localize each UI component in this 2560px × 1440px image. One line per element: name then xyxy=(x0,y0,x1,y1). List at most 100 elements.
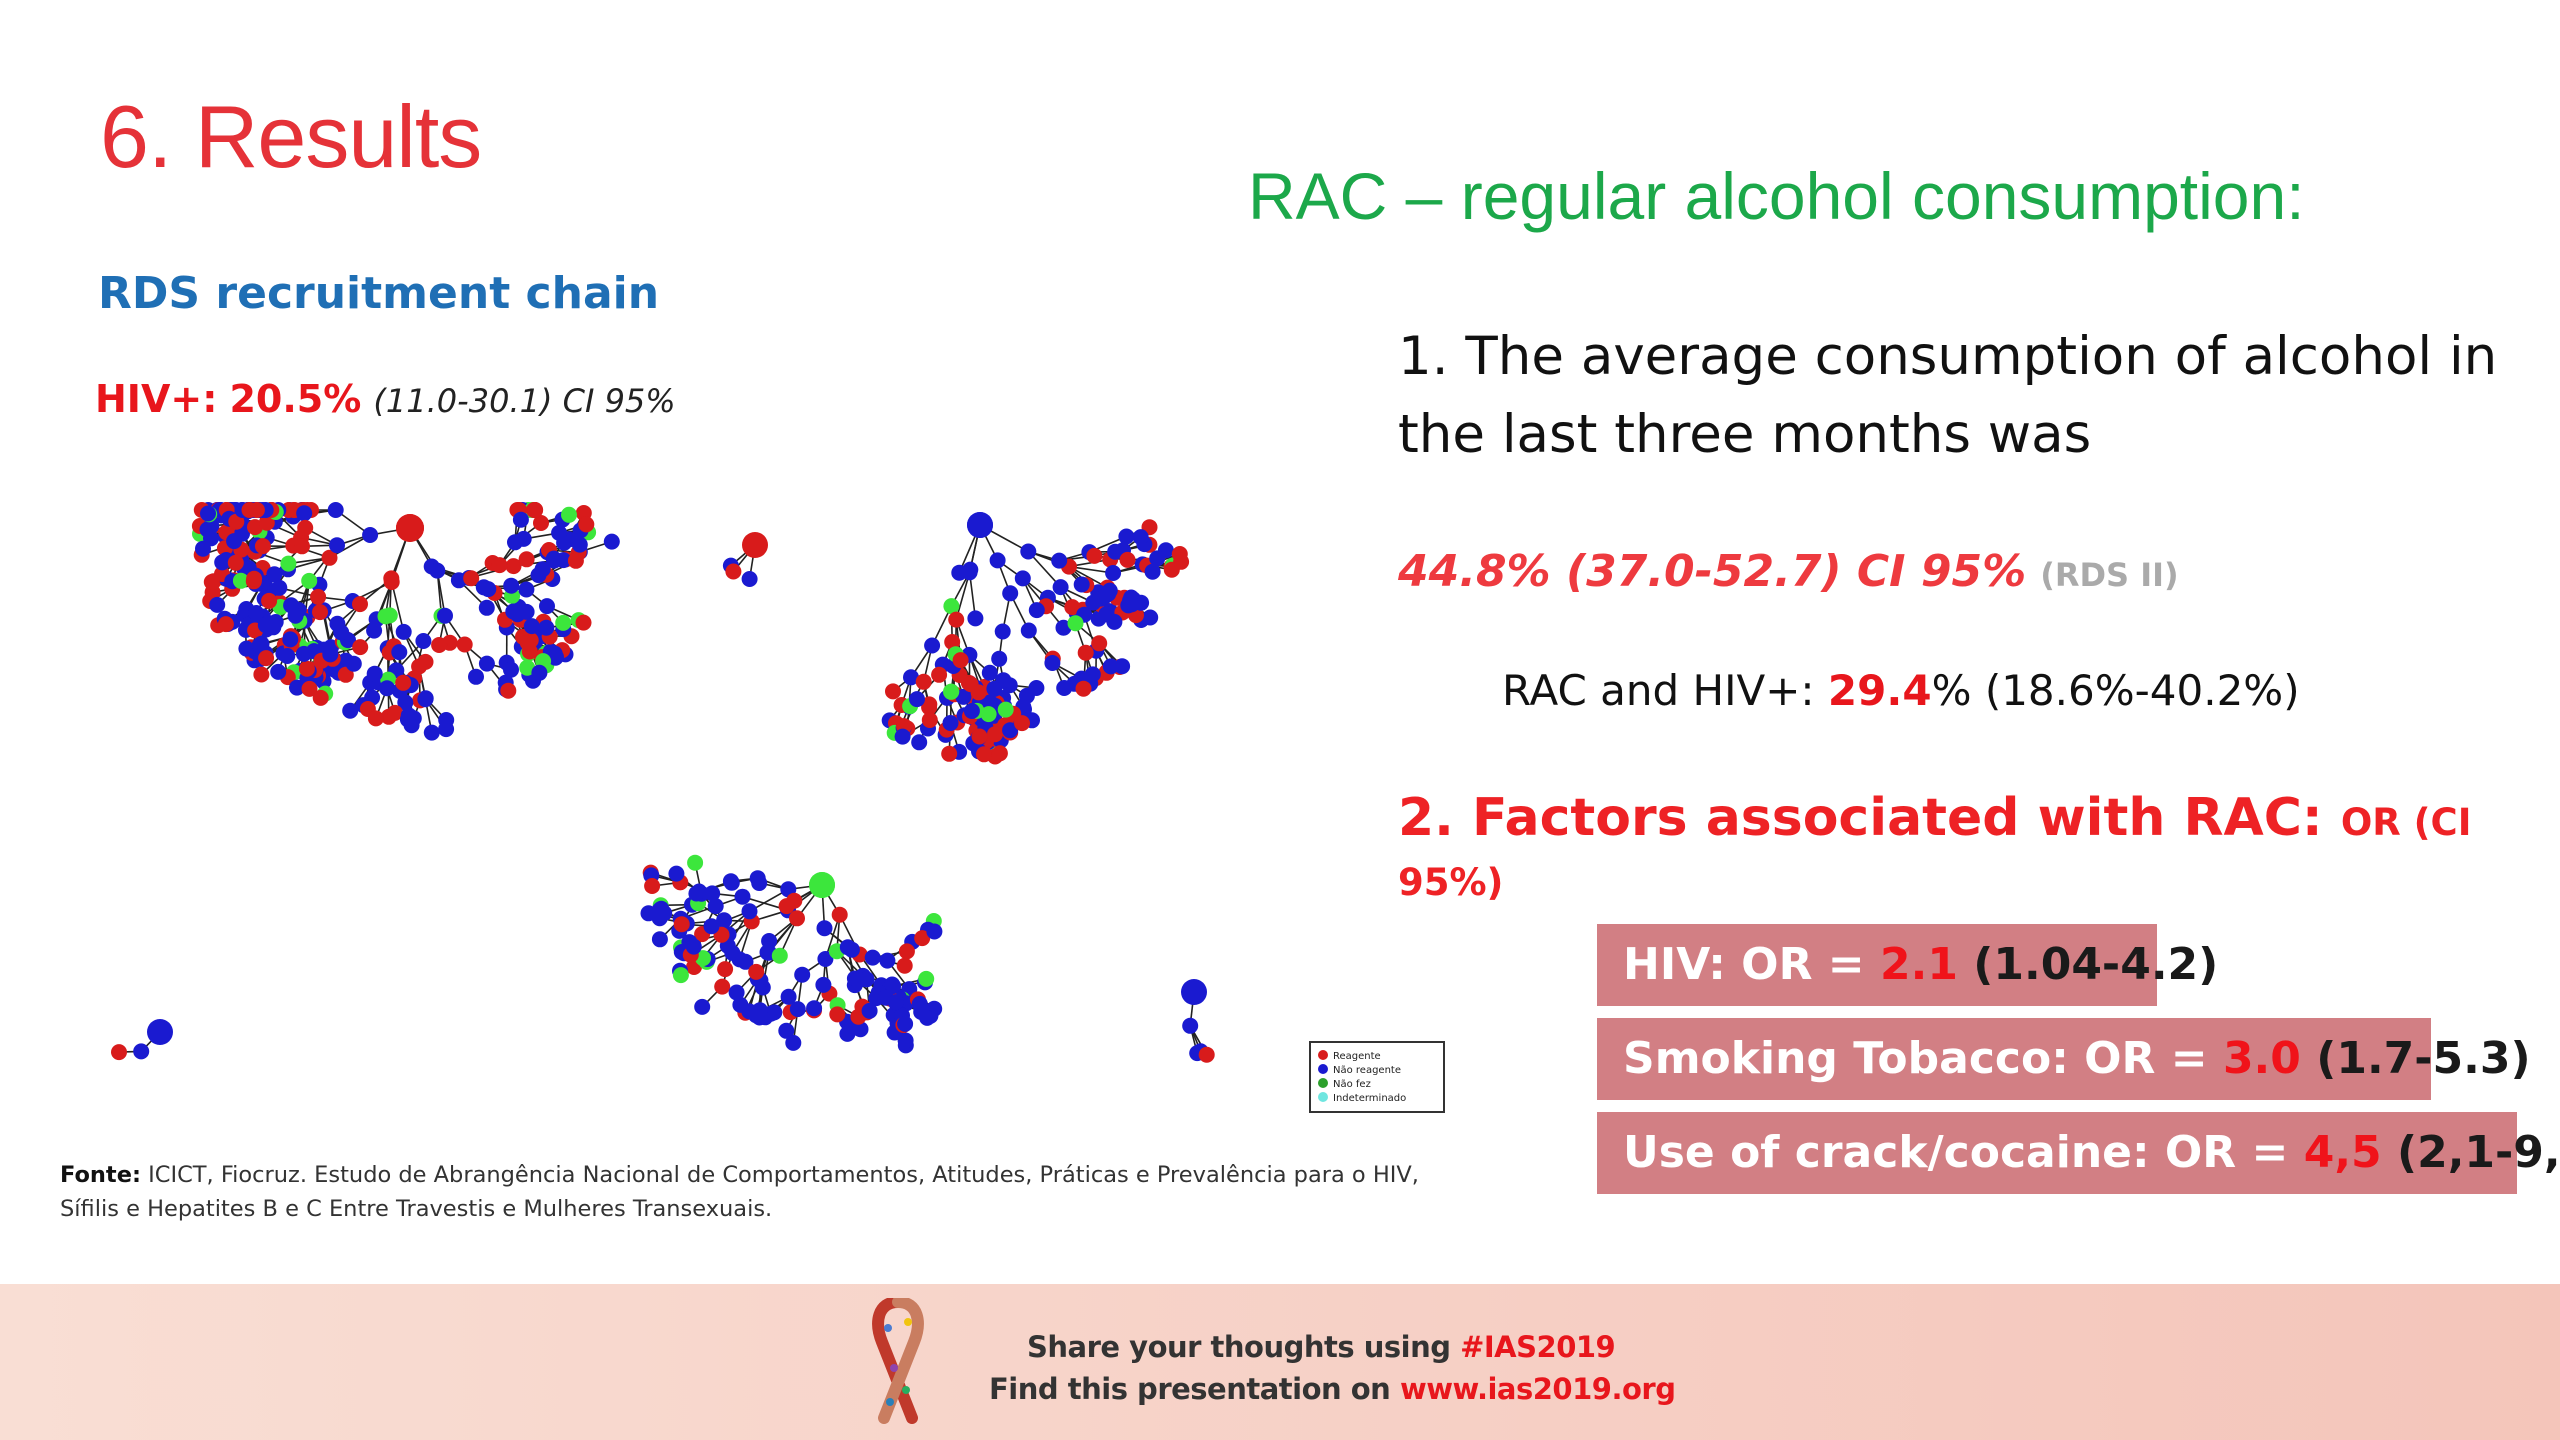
source-label: Fonte: xyxy=(60,1162,141,1188)
network-node xyxy=(265,619,282,636)
hiv-value: 20.5% xyxy=(229,377,362,421)
rds-network-diagram: Reagente Não reagente Não fez Indetermin… xyxy=(111,502,1445,1113)
network-node xyxy=(980,706,997,723)
network-node xyxy=(858,971,875,988)
network-node xyxy=(538,619,555,636)
network-node xyxy=(1182,1017,1199,1034)
network-node xyxy=(253,666,270,683)
network-node xyxy=(578,516,595,533)
network-node xyxy=(672,967,689,984)
factor-value: 4,5 xyxy=(2303,1127,2382,1178)
network-node xyxy=(533,515,549,531)
network-node xyxy=(942,715,959,731)
network-node xyxy=(691,883,708,900)
network-node xyxy=(1002,585,1019,602)
factor-value: 3.0 xyxy=(2222,1033,2301,1084)
network-node xyxy=(345,655,362,672)
network-node xyxy=(111,1044,127,1061)
factor-ci: (2,1-9,5) xyxy=(2396,1127,2560,1178)
find-url-link[interactable]: www.ias2019.org xyxy=(1399,1372,1676,1406)
network-node xyxy=(909,691,925,708)
network-node xyxy=(1163,561,1180,578)
network-node xyxy=(962,561,979,578)
network-node xyxy=(789,910,805,927)
conference-footer xyxy=(0,1284,2560,1440)
network-node xyxy=(1002,722,1019,739)
network-node xyxy=(283,597,300,614)
network-node xyxy=(1171,546,1188,562)
share-hashtag[interactable]: #IAS2019 xyxy=(1460,1330,1616,1364)
network-node xyxy=(816,920,833,937)
network-node xyxy=(383,570,400,587)
network-node xyxy=(450,572,467,589)
network-node xyxy=(815,976,832,993)
network-node xyxy=(258,650,275,667)
network-node xyxy=(1075,680,1092,697)
network-node xyxy=(991,745,1008,762)
network-node xyxy=(716,912,733,929)
network-node xyxy=(725,563,742,580)
network-node xyxy=(519,634,536,651)
network-node xyxy=(1067,615,1084,632)
ias-ribbon-logo xyxy=(872,1298,924,1424)
legend-label: Indeterminado xyxy=(1333,1093,1406,1104)
factors-suffix: OR (CI 95%) xyxy=(1398,801,2472,904)
network-node xyxy=(329,537,345,554)
network-node xyxy=(1106,613,1123,630)
network-node xyxy=(1077,644,1094,661)
network-node xyxy=(312,604,328,621)
network-node xyxy=(415,633,432,649)
network-node xyxy=(976,746,992,763)
network-node xyxy=(342,702,359,719)
factor-box-hiv: HIV: OR = 2.1 (1.04-4.2) xyxy=(1597,924,2218,1006)
network-node xyxy=(1028,602,1045,619)
network-node xyxy=(507,534,523,551)
network-node xyxy=(567,552,584,569)
network-node xyxy=(387,704,403,721)
network-node xyxy=(911,734,928,751)
network-node xyxy=(732,996,749,1013)
network-node xyxy=(478,655,495,672)
network-node xyxy=(742,532,768,558)
network-node xyxy=(941,745,958,762)
network-node xyxy=(437,607,453,624)
share-prefix: Share your thoughts using xyxy=(1027,1330,1461,1364)
network-node xyxy=(366,665,383,682)
network-node xyxy=(843,941,860,958)
network-node xyxy=(897,1032,914,1049)
network-node xyxy=(748,963,765,980)
network-node xyxy=(1198,1046,1215,1063)
network-node xyxy=(741,571,758,587)
network-node xyxy=(321,549,338,566)
network-node xyxy=(1123,596,1140,613)
network-node xyxy=(896,957,913,974)
average-value: 44.8% (37.0-52.7) CI 95% xyxy=(1398,546,2027,597)
factor-label: Use of crack/cocaine: OR = xyxy=(1623,1127,2304,1178)
network-node xyxy=(429,562,446,579)
network-node xyxy=(280,555,297,572)
network-node xyxy=(238,640,255,657)
network-node xyxy=(396,514,424,542)
network-node xyxy=(147,1019,173,1045)
network-node xyxy=(337,666,354,683)
network-node xyxy=(227,554,244,571)
network-node xyxy=(887,994,904,1011)
network-node xyxy=(861,1002,878,1019)
network-node xyxy=(809,872,835,898)
network-node xyxy=(734,888,751,905)
network-node xyxy=(879,952,896,969)
network-node xyxy=(246,570,263,587)
network-node xyxy=(737,953,754,970)
point-1-text: 1. The average consumption of alcohol in… xyxy=(1398,326,2498,465)
network-node xyxy=(794,966,811,983)
network-node xyxy=(1020,622,1037,639)
network-node xyxy=(377,608,394,625)
network-node xyxy=(395,623,412,640)
network-edge xyxy=(955,572,971,620)
network-node xyxy=(523,618,540,635)
network-node xyxy=(926,923,943,940)
average-method: (RDS II) xyxy=(2040,556,2179,594)
network-node xyxy=(203,574,220,590)
hiv-ci: (11.0-30.1) CI 95% xyxy=(373,382,676,420)
network-node xyxy=(417,691,434,708)
